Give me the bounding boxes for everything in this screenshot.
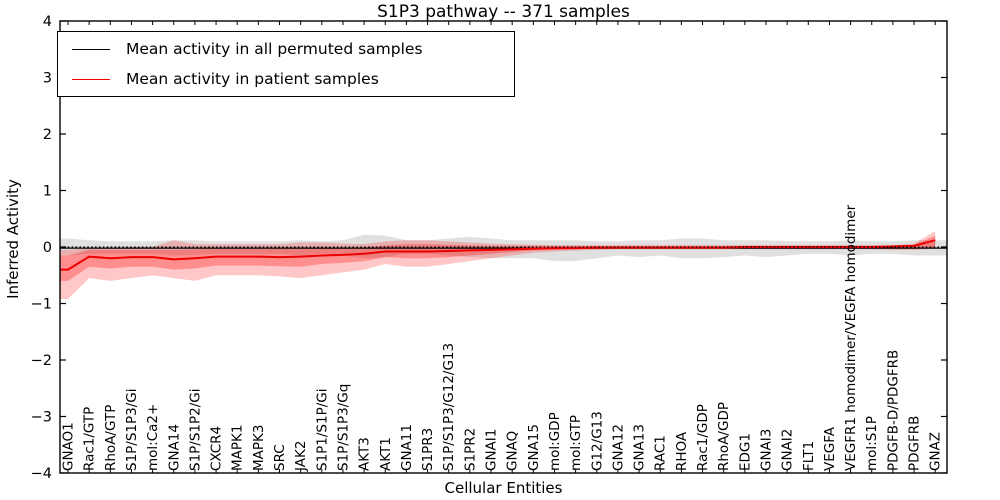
x-category-label: VEGFA <box>822 426 838 471</box>
x-category-label: mol:Ca2+ <box>145 404 161 471</box>
x-category-label: S1PR3 <box>420 428 436 471</box>
x-category-label: S1P/S1P3/Gq <box>335 384 351 471</box>
x-category-label: VEGFR1 homodimer/VEGFA homodimer <box>843 204 859 471</box>
y-tick-label: −1 <box>31 297 52 313</box>
x-category-label: PDGFB-D/PDGFRB <box>885 350 901 471</box>
legend-item-patient: Mean activity in patient samples <box>58 64 514 94</box>
y-tick-label: 4 <box>43 14 52 30</box>
legend-label-permuted: Mean activity in all permuted samples <box>126 40 423 58</box>
x-category-label: GNA13 <box>632 424 648 471</box>
x-category-label: S1P/S1P2/Gi <box>187 389 203 472</box>
x-category-label: FLT1 <box>801 441 817 471</box>
x-category-label: GNAQ <box>505 431 521 471</box>
x-category-label: RhoA/GTP <box>103 405 119 471</box>
y-tick-label: −2 <box>31 353 52 369</box>
y-axis-label: Inferred Activity <box>4 179 22 299</box>
x-category-label: MAPK1 <box>230 425 246 471</box>
x-category-label: GNAI1 <box>484 429 500 471</box>
x-category-label: SRC <box>272 444 288 471</box>
x-category-label: GNA15 <box>526 424 542 471</box>
x-category-label: Rac1/GTP <box>82 407 98 471</box>
y-tick-label: 0 <box>43 240 52 256</box>
x-category-label: RHOA <box>674 431 690 471</box>
x-category-label: S1P/S1P3/G12/G13 <box>441 343 457 471</box>
x-category-label: GNA12 <box>610 424 626 471</box>
y-tick-label: −4 <box>31 466 52 482</box>
x-category-label: MAPK3 <box>251 425 267 471</box>
x-axis-label: Cellular Entities <box>444 479 563 497</box>
patient-mean-line <box>60 239 936 271</box>
x-category-label: GNAO1 <box>61 422 77 471</box>
x-category-label: CXCR4 <box>209 426 225 471</box>
x-category-label: RhoA/GDP <box>716 402 732 471</box>
x-category-label: JAK2 <box>293 441 309 472</box>
x-category-label: GNAI2 <box>780 429 796 471</box>
x-category-label: AKT3 <box>357 437 373 471</box>
y-tick-label: 2 <box>43 127 52 143</box>
x-category-label: GNAZ <box>928 432 944 471</box>
x-category-label: AKT1 <box>378 437 394 471</box>
y-tick-label: 1 <box>43 184 52 200</box>
legend-line-permuted <box>72 48 110 50</box>
x-category-label: GNA14 <box>166 424 182 471</box>
legend-item-permuted: Mean activity in all permuted samples <box>58 34 514 64</box>
y-tick-label: −3 <box>31 410 52 426</box>
x-category-label: S1PR2 <box>462 428 478 471</box>
legend: Mean activity in all permuted samples Me… <box>57 31 515 97</box>
legend-line-patient <box>72 78 110 80</box>
x-category-label: mol:GTP <box>568 415 584 471</box>
x-category-label: Rac1/GDP <box>695 404 711 471</box>
legend-label-patient: Mean activity in patient samples <box>126 70 379 88</box>
x-category-label: mol:S1P <box>864 416 880 471</box>
y-tick-label: 3 <box>43 71 52 87</box>
x-category-label: RAC1 <box>653 435 669 471</box>
x-category-label: EDG1 <box>737 433 753 471</box>
x-category-label: mol:GDP <box>547 412 563 471</box>
x-category-label: S1P/S1P3/Gi <box>124 389 140 472</box>
x-category-label: G12/G13 <box>589 411 605 471</box>
x-category-label: PDGFRB <box>907 416 923 471</box>
x-category-label: GNAI3 <box>758 429 774 471</box>
x-category-label: GNA11 <box>399 424 415 471</box>
chart-title: S1P3 pathway -- 371 samples <box>377 2 630 22</box>
x-category-label: S1P1/S1P/Gi <box>314 389 330 472</box>
